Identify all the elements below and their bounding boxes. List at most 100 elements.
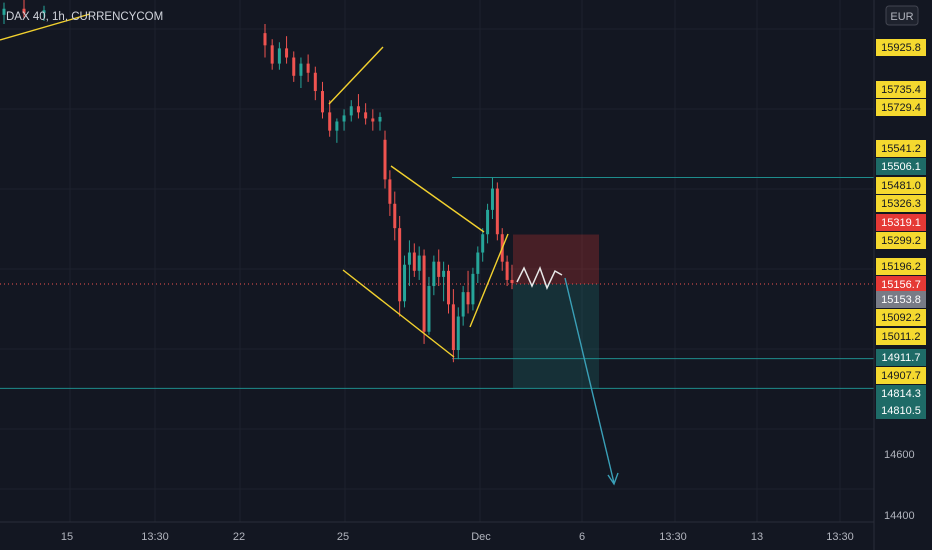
candle-body [505, 261, 509, 280]
price-tag-label: 15326.3 [881, 198, 921, 210]
candle-body [383, 139, 387, 180]
candle-body [349, 106, 353, 116]
price-tag-label: 15925.8 [881, 42, 921, 54]
candle-body [42, 10, 46, 14]
candle-body [461, 292, 465, 317]
chart-grid [0, 0, 874, 522]
candle-body [306, 63, 310, 73]
candle-body [495, 188, 499, 235]
candle-body [292, 57, 296, 76]
candle-body [490, 188, 494, 210]
x-tick-label: 13:30 [826, 531, 854, 543]
price-tags: 15925.8 15735.4 15729.4 15541.2 15506.1 15481… [876, 39, 926, 419]
candle-body [466, 292, 470, 305]
candle-body [371, 118, 375, 122]
price-tag-label: 15506.1 [881, 161, 921, 173]
candle-body [277, 48, 281, 64]
price-tag-label: 15735.4 [881, 84, 921, 96]
candlestick-series [2, 0, 514, 363]
price-tag-box [876, 81, 926, 98]
position-zones [513, 234, 599, 389]
candle-body [417, 255, 421, 271]
candle-body [456, 316, 460, 351]
pattern-trendline [469, 233, 509, 328]
y-tick-label: 14600 [884, 449, 915, 461]
candle-body [2, 8, 6, 15]
candle-body [447, 270, 450, 305]
candle-body [388, 179, 392, 204]
price-tag-box [876, 39, 926, 56]
candle-body [510, 279, 514, 283]
price-tag-box [876, 276, 926, 293]
candle-body [393, 203, 397, 229]
price-tag-box [876, 177, 926, 194]
x-tick-label: 15 [61, 531, 73, 543]
price-tag-box [876, 328, 926, 345]
x-tick-label: 6 [579, 531, 585, 543]
x-tick-label: 13:30 [659, 531, 687, 543]
currency-label: EUR [890, 11, 913, 23]
candle-body [335, 121, 339, 131]
candle-body [313, 72, 317, 92]
price-tag-box [876, 258, 926, 275]
currency-button[interactable]: EUR [885, 5, 919, 26]
candle-body [471, 273, 475, 305]
price-tag-box [876, 195, 926, 212]
candle-body [270, 45, 274, 64]
price-tag-label: 15092.2 [881, 312, 921, 324]
candle-body [22, 8, 26, 14]
candle-body [432, 261, 436, 287]
pattern-trendline [0, 13, 91, 41]
pattern-trendline [328, 46, 384, 105]
price-tag-box [876, 140, 926, 157]
candle-body [299, 63, 303, 76]
candle-body [403, 264, 407, 302]
price-axis-ticks: 14400 14600 [884, 449, 915, 522]
projection-arrow-line [564, 277, 615, 484]
take-profit-zone [513, 284, 599, 389]
price-tag-label: 15541.2 [881, 143, 921, 155]
candle-body [481, 234, 485, 253]
horizontal-levels [0, 177, 874, 389]
price-tag-label: 15153.8 [881, 294, 921, 306]
price-tag-box [876, 158, 926, 175]
x-tick-label: Dec [471, 531, 491, 543]
price-tag-label: 14911.7 [882, 352, 921, 364]
price-tag-label: 15196.2 [881, 261, 921, 273]
price-tag-box [876, 402, 926, 419]
price-tag-label: 14810.5 [881, 405, 921, 417]
candle-body [407, 252, 411, 265]
time-axis-ticks: 15 13:30 22 25 Dec 6 13:30 13 13:30 [61, 531, 854, 543]
symbol-title: DAX 40, 1h, CURRENCYCOM [6, 11, 163, 23]
price-tag-label: 15729.4 [881, 102, 921, 114]
candle-body [427, 286, 431, 332]
price-tag-label: 15481.0 [881, 180, 921, 192]
pattern-drawings [0, 13, 509, 358]
x-tick-label: 25 [337, 531, 349, 543]
projection-arrowhead [607, 472, 619, 486]
pattern-trendline [342, 269, 455, 358]
candle-body [321, 91, 324, 113]
price-tag-label: 15319.1 [881, 217, 921, 229]
candle-body [476, 252, 480, 274]
x-tick-label: 13:30 [141, 531, 169, 543]
price-tag-label: 15011.2 [882, 331, 921, 343]
candle-body [437, 261, 441, 277]
price-tag-box [876, 99, 926, 116]
projected-path-zigzag [516, 265, 563, 290]
projection-drawings [516, 265, 619, 486]
candle-body [398, 228, 402, 302]
candle-body [451, 304, 455, 351]
candle-body [263, 33, 267, 46]
price-tag-label: 15299.2 [881, 235, 921, 247]
candle-body [422, 255, 426, 332]
stop-loss-zone [513, 234, 599, 284]
candle-body [442, 270, 446, 277]
candle-body [356, 106, 360, 113]
candle-body [486, 209, 490, 235]
candle-body [328, 112, 332, 131]
candle-body [412, 252, 416, 271]
price-tag-box [876, 291, 926, 308]
y-tick-label: 14400 [884, 510, 915, 522]
